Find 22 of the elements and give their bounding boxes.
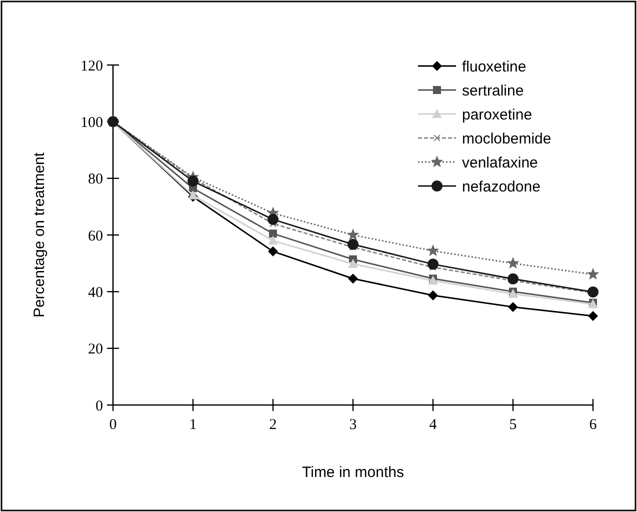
y-tick-label: 80 [88, 172, 103, 188]
legend-label: nefazodone [462, 178, 540, 196]
x-tick-label: 3 [349, 417, 357, 433]
legend-label: paroxetine [462, 106, 532, 124]
y-tick-label: 120 [80, 58, 103, 74]
y-tick-label: 100 [80, 114, 103, 131]
x-tick-label: 4 [429, 417, 438, 433]
y-tick-label: 20 [88, 342, 103, 358]
legend-label: fluoxetine [462, 58, 526, 76]
x-tick-label: 6 [589, 417, 598, 433]
legend-label: sertraline [462, 82, 524, 100]
x-tick-label: 0 [109, 417, 117, 433]
legend-label: venlafaxine [462, 154, 538, 172]
x-axis-title: Time in months [302, 464, 404, 481]
x-tick-label: 5 [509, 417, 517, 433]
x-tick-label: 2 [269, 417, 277, 433]
y-tick-label: 60 [88, 228, 103, 244]
y-tick-label: 0 [96, 398, 103, 414]
x-tick-label: 1 [189, 417, 197, 433]
y-tick-label: 40 [88, 284, 103, 301]
legend-label: moclobemide [462, 130, 552, 148]
y-axis-title: Percentage on treatment [31, 152, 48, 318]
